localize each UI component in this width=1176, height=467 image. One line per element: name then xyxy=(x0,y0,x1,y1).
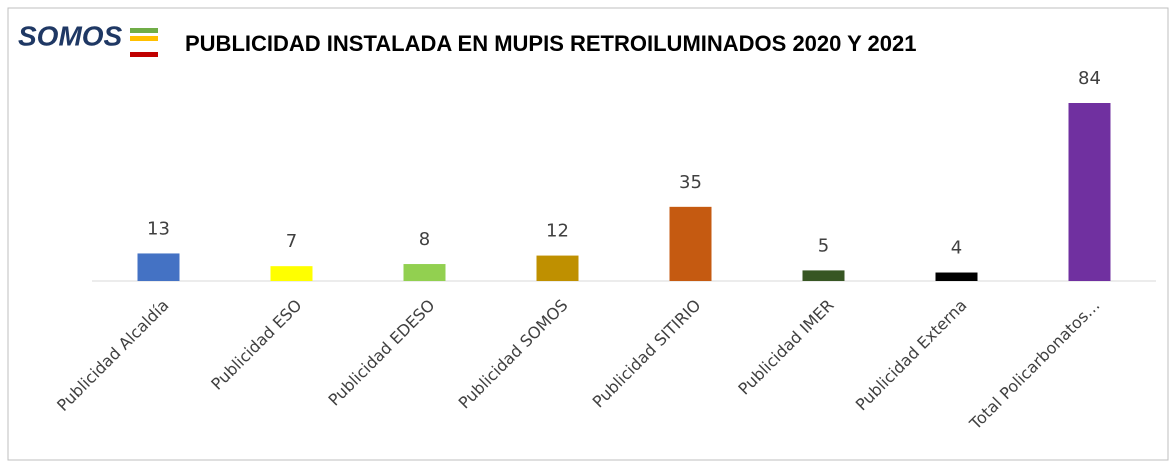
value-label: 12 xyxy=(546,221,569,242)
bar xyxy=(270,266,313,281)
bar xyxy=(669,206,712,281)
bar xyxy=(1068,103,1111,281)
logo-stripe xyxy=(130,36,158,41)
value-label: 7 xyxy=(286,231,297,252)
bar xyxy=(935,272,978,281)
bar xyxy=(137,253,180,281)
bar xyxy=(802,270,845,281)
value-label: 13 xyxy=(147,218,170,239)
bar xyxy=(536,255,579,281)
value-label: 35 xyxy=(679,172,702,193)
bar xyxy=(403,264,446,281)
value-label: 5 xyxy=(818,235,829,256)
value-label: 8 xyxy=(419,229,430,250)
chart-border xyxy=(7,7,1169,461)
logo-stripe xyxy=(130,28,158,33)
logo-stripe xyxy=(130,52,158,57)
value-label: 84 xyxy=(1078,68,1101,89)
value-label: 4 xyxy=(951,238,962,259)
logo: SOMOS xyxy=(18,20,123,51)
chart-title: PUBLICIDAD INSTALADA EN MUPIS RETROILUMI… xyxy=(185,31,916,56)
